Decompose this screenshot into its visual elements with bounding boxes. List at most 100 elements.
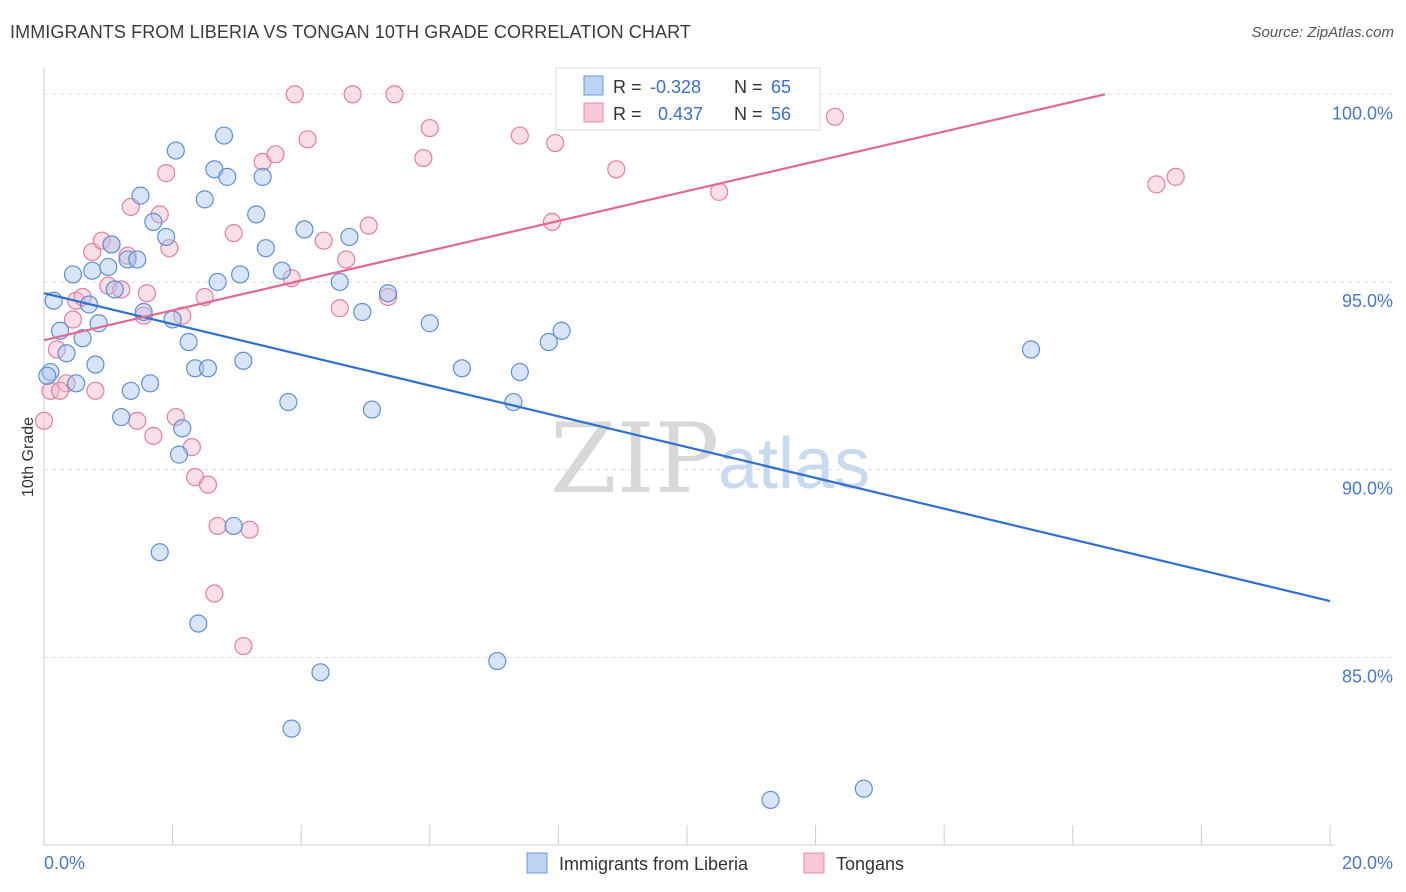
data-point xyxy=(198,359,218,378)
data-point xyxy=(150,205,169,224)
data-point xyxy=(298,130,317,149)
data-point xyxy=(330,272,349,292)
stats-legend: R = -0.328 N = 65 R = 0.437 N = 56 xyxy=(555,67,821,131)
y-tick-label: 100.0% xyxy=(1332,103,1393,123)
data-point xyxy=(34,411,54,430)
data-point xyxy=(214,126,234,145)
data-point xyxy=(295,220,314,239)
data-point xyxy=(224,516,243,536)
data-point xyxy=(1147,175,1166,194)
data-point xyxy=(169,445,189,464)
data-point xyxy=(340,227,359,247)
stats-n-value-tongans: 56 xyxy=(771,104,791,124)
data-point xyxy=(57,344,76,363)
y-axis-title: 10th Grade xyxy=(20,417,37,497)
data-point xyxy=(510,126,529,145)
stats-r-value-liberia: -0.328 xyxy=(650,77,701,97)
watermark-atlas: atlas xyxy=(718,424,870,504)
data-point xyxy=(539,332,558,352)
data-point xyxy=(420,314,439,333)
data-point xyxy=(285,85,304,104)
legend-label-tongans: Tongans xyxy=(836,854,904,874)
data-point xyxy=(208,272,227,292)
legend-swatch-tongans xyxy=(803,852,825,874)
x-ticks xyxy=(43,825,1331,845)
trend-lines xyxy=(43,93,1331,603)
data-point xyxy=(218,167,237,186)
data-point xyxy=(166,407,185,427)
data-point xyxy=(179,332,198,352)
data-point xyxy=(144,212,163,231)
data-point xyxy=(337,250,356,269)
data-point xyxy=(253,167,272,186)
data-point xyxy=(50,381,70,400)
data-point xyxy=(118,250,137,269)
data-point xyxy=(128,250,147,269)
data-point xyxy=(121,381,140,400)
data-point xyxy=(488,651,507,671)
data-point xyxy=(311,663,330,682)
data-point xyxy=(1166,167,1185,186)
data-point xyxy=(189,614,208,633)
data-point xyxy=(99,257,118,277)
data-point xyxy=(279,392,298,412)
data-point xyxy=(86,381,105,400)
data-point xyxy=(47,340,66,359)
data-point xyxy=(247,205,266,224)
data-point xyxy=(38,366,57,385)
data-point xyxy=(607,160,626,179)
data-point xyxy=(73,329,92,348)
data-point xyxy=(105,280,124,299)
data-point xyxy=(825,107,844,126)
data-point xyxy=(240,520,259,539)
data-point xyxy=(231,265,250,284)
stats-r-label-liberia: R = xyxy=(613,77,642,97)
y-tick-label: 95.0% xyxy=(1342,291,1393,311)
trend-line-liberia xyxy=(43,292,1331,603)
data-point xyxy=(282,719,301,738)
data-point xyxy=(224,224,243,243)
data-point xyxy=(150,543,169,562)
data-point xyxy=(378,284,398,303)
data-point xyxy=(761,790,780,810)
data-point xyxy=(330,299,349,318)
data-point xyxy=(160,239,179,258)
data-point xyxy=(41,381,60,400)
data-point xyxy=(452,359,472,378)
data-point xyxy=(186,359,205,378)
data-point xyxy=(385,85,404,104)
data-point xyxy=(414,148,433,168)
data-point xyxy=(552,321,571,340)
data-point xyxy=(137,284,156,303)
data-point xyxy=(112,407,131,427)
data-point xyxy=(546,133,565,153)
data-point xyxy=(57,374,76,393)
data-point xyxy=(63,265,83,284)
source-credit: Source: ZipAtlas.com xyxy=(1251,24,1394,41)
stats-n-label-liberia: N = xyxy=(734,77,763,97)
data-point xyxy=(131,186,150,205)
stats-swatch-liberia xyxy=(583,75,604,96)
data-point xyxy=(92,231,111,250)
data-point xyxy=(234,351,253,370)
data-point xyxy=(353,302,372,322)
data-point xyxy=(102,235,121,254)
data-point xyxy=(208,516,227,536)
data-point xyxy=(362,400,382,419)
y-tick-label: 90.0% xyxy=(1342,479,1393,499)
stats-swatch-tongans xyxy=(583,102,604,123)
x-tick-label-max: 20.0% xyxy=(1342,853,1393,873)
data-point xyxy=(1021,340,1041,359)
watermark: ZIP atlas xyxy=(550,403,870,515)
data-point xyxy=(128,411,147,430)
data-point xyxy=(272,261,292,280)
stats-r-value-tongans: 0.437 xyxy=(658,104,703,124)
y-tick-labels: 85.0% 90.0% 95.0% 100.0% xyxy=(1332,103,1393,686)
data-point xyxy=(359,216,378,235)
data-point xyxy=(266,145,285,164)
data-point xyxy=(83,261,102,280)
chart-title: IMMIGRANTS FROM LIBERIA VS TONGAN 10TH G… xyxy=(10,22,691,42)
data-point xyxy=(157,164,176,183)
legend-swatch-liberia xyxy=(526,852,548,874)
